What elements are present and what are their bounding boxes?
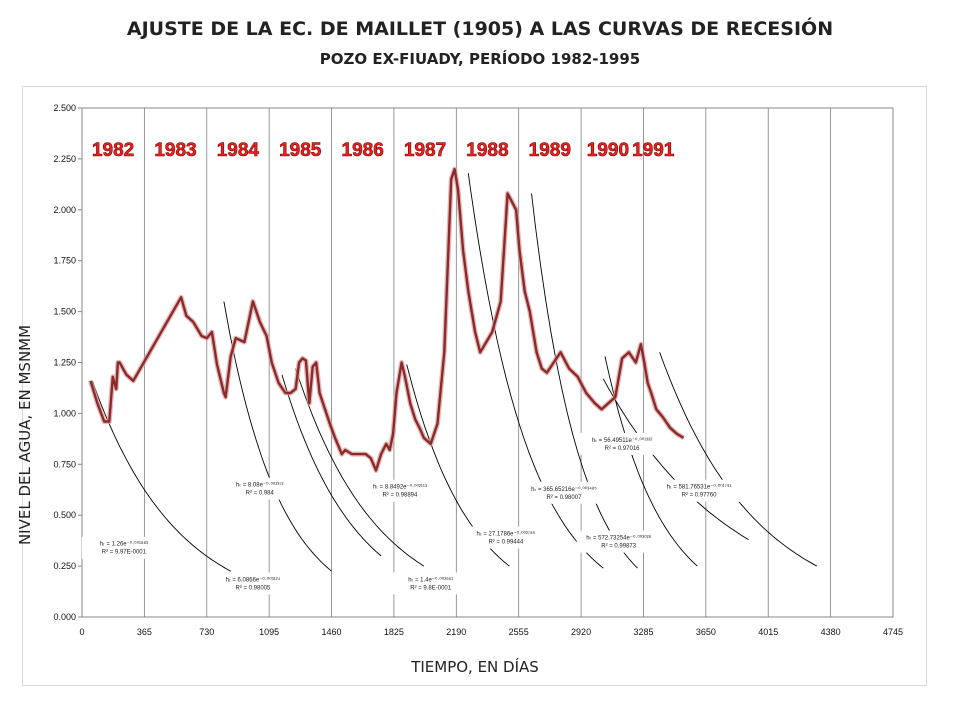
year-label: 1982 — [92, 140, 134, 161]
year-label: 1990 — [587, 140, 629, 161]
y-tick-label: 2.000 — [53, 205, 76, 215]
tick-labels: 0 365 730 1095 1460 1825 2190 2555 2920 3285 3650 4… — [53, 103, 903, 637]
annotation-box — [580, 432, 665, 455]
fit-r-squared: R² = 0.99444 — [488, 540, 524, 546]
water-level-series — [88, 166, 685, 473]
x-tick-label: 2190 — [446, 627, 466, 637]
x-tick-label: 0 — [79, 627, 84, 637]
x-tick-label: 365 — [137, 627, 152, 637]
x-tick-label: 2555 — [509, 627, 529, 637]
y-tick-label: 1.500 — [53, 307, 76, 317]
x-tick-label: 4015 — [758, 627, 778, 637]
fit-r-squared: R² = 9.97E-0001 — [102, 550, 147, 556]
annotation-box — [210, 572, 295, 595]
year-label: 1983 — [154, 140, 196, 161]
x-tick-label: 2920 — [571, 627, 591, 637]
year-label: 1985 — [279, 140, 322, 161]
fit-r-squared: R² = 0.97016 — [605, 446, 641, 452]
fit-equation: hₜ = 56.49511e⁻⁰·⁰⁰¹³²² — [592, 437, 652, 444]
fit-r-squared: R² = 0.97760 — [682, 493, 718, 499]
year-label: 1984 — [217, 140, 260, 161]
y-tick-label: 2.250 — [53, 154, 76, 164]
fit-curve — [659, 352, 818, 567]
fit-r-squared: R² = 0.99873 — [601, 544, 637, 550]
year-label: 1986 — [342, 140, 384, 161]
equation-annotations: hₜ = 1.26e⁻⁰·⁰⁰¹⁸⁸³ R² = 9.97E-0001 hₜ = 6… — [81, 432, 742, 595]
fit-equation: hₜ = 572.73254e⁻⁰·⁰⁰³⁰²⁸ — [586, 535, 651, 542]
x-tick-label: 4745 — [883, 627, 903, 637]
y-tick-label: 0.250 — [53, 561, 76, 571]
x-tick-label: 4380 — [821, 627, 841, 637]
annotation-box — [81, 536, 166, 559]
x-tick-label: 3285 — [633, 627, 653, 637]
fit-curve — [604, 356, 698, 567]
fit-r-squared: R² = 9.8E-0001 — [410, 585, 452, 591]
fit-equation: hₜ = 8.08e⁻⁰·⁰⁰²³⁷² — [236, 482, 284, 489]
fit-equation: hₜ = 365.65216e⁻⁰·⁰⁰³⁴⁸⁵ — [531, 486, 597, 493]
annotation-box — [357, 479, 442, 502]
fit-r-squared: R² = 0.98005 — [235, 585, 271, 591]
fit-r-squared: R² = 0.98007 — [547, 495, 583, 501]
y-tick-label: 0.000 — [53, 612, 76, 622]
y-tick-label: 1.750 — [53, 256, 76, 266]
y-tick-label: 1.250 — [53, 358, 76, 368]
series-line — [89, 167, 685, 472]
chart-frame — [22, 86, 927, 686]
y-tick-label: 0.500 — [53, 510, 76, 520]
fit-equation: hₜ = 6.0866e⁻⁰·⁰⁰³¹²⁴ — [226, 576, 281, 583]
fit-curve — [406, 364, 510, 567]
year-label: 1988 — [466, 140, 508, 161]
chart-title: AJUSTE DE LA EC. DE MAILLET (1905) A LAS… — [126, 18, 834, 40]
fit-curve — [91, 380, 231, 572]
y-tick-label: 1.000 — [53, 408, 76, 418]
annotation-box — [463, 526, 548, 549]
chart-subtitle: POZO EX-FIUADY, PERÍODO 1982-1995 — [319, 50, 641, 68]
fit-curve — [295, 368, 425, 567]
x-tick-label: 1095 — [259, 627, 279, 637]
year-labels: 1982 1983 1984 1985 1986 1987 1988 1989 1990 1991 — [92, 140, 675, 162]
x-tick-label: 1825 — [384, 627, 404, 637]
year-label: 1987 — [404, 140, 446, 161]
fit-r-squared: R² = 0.984 — [246, 491, 275, 497]
fit-equation: hₜ = 27.1786e⁻⁰·⁰⁰²⁷⁸⁹ — [477, 531, 536, 538]
annotation-box — [388, 572, 473, 595]
fit-curve — [531, 193, 638, 569]
year-label: 1989 — [529, 140, 571, 161]
x-tick-label: 1460 — [322, 627, 342, 637]
fit-equation: hₜ = 1.4e⁻⁰·⁰⁰²⁶⁶¹ — [408, 576, 453, 583]
fit-curve — [281, 374, 382, 557]
annotation-box — [576, 530, 661, 553]
annotation-box — [217, 477, 302, 500]
y-axis-label: NIVEL DEL AGUA, EN MSNMM — [16, 325, 34, 545]
fit-equation: hₜ = 1.26e⁻⁰·⁰⁰¹⁸⁸³ — [100, 541, 148, 548]
fit-r-squared: R² = 0.98894 — [382, 493, 418, 499]
y-tick-label: 0.750 — [53, 459, 76, 469]
x-tick-label: 730 — [199, 627, 214, 637]
y-tick-label: 2.500 — [53, 103, 76, 113]
maillet-fit-curves — [91, 173, 818, 572]
annotation-box — [521, 481, 606, 504]
year-label: 1991 — [632, 140, 675, 161]
x-axis-label: TIEMPO, EN DÍAS — [410, 657, 539, 676]
fit-equation: hₜ = 8.8492e⁻⁰·⁰⁰²¹¹³ — [373, 484, 427, 491]
series-halo — [88, 166, 685, 473]
fit-equation: hₜ = 581.76531e⁻⁰·⁰⁰¹⁷⁹¹ — [667, 484, 732, 491]
fit-curve — [602, 378, 749, 540]
x-tick-label: 3650 — [696, 627, 716, 637]
annotation-box — [657, 479, 742, 502]
